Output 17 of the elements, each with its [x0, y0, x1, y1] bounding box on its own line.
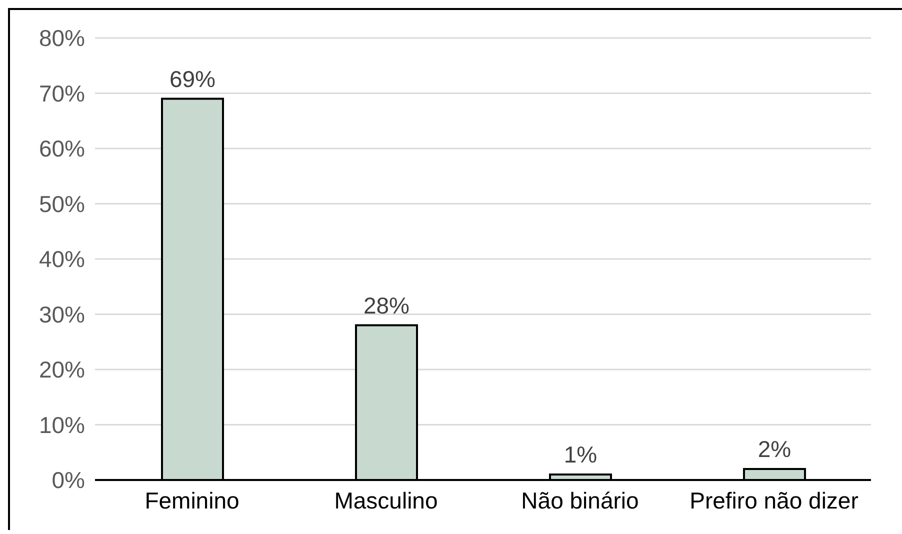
- data-label: 1%: [564, 441, 598, 468]
- y-tick-label: 50%: [38, 190, 85, 217]
- y-tick-label: 60%: [38, 136, 85, 162]
- y-tick-label: 40%: [38, 246, 85, 272]
- data-label: 2%: [758, 436, 792, 462]
- x-tick-label: Feminino: [144, 487, 240, 514]
- y-tick-label: 30%: [38, 301, 85, 328]
- y-tick-label: 20%: [38, 356, 85, 383]
- y-tick-label: 70%: [38, 80, 85, 106]
- data-label: 69%: [169, 66, 216, 92]
- x-tick-label: Não binário: [521, 487, 639, 514]
- y-tick-label: 10%: [38, 412, 85, 438]
- x-tick-label: Prefiro não dizer: [690, 487, 859, 514]
- y-tick-label: 80%: [38, 25, 85, 52]
- x-tick-label: Masculino: [334, 487, 438, 514]
- y-tick-label: 0%: [52, 467, 85, 494]
- data-label: 28%: [363, 292, 410, 318]
